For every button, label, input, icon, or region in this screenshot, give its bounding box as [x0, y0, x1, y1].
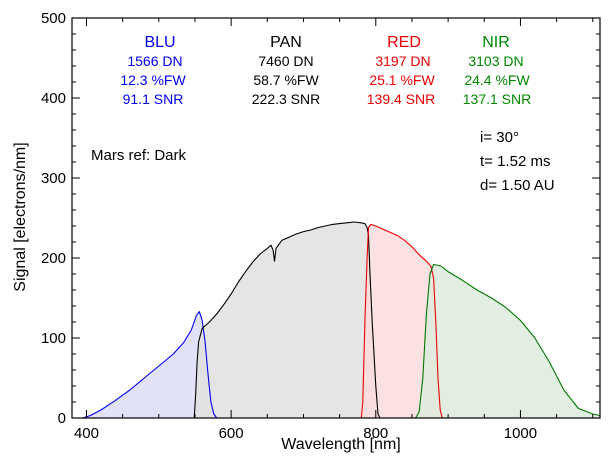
y-tick-label: 0 [58, 410, 66, 427]
series-area-pan [194, 222, 381, 418]
band-dn-pan: 7460 DN [258, 53, 313, 69]
band-name-pan: PAN [270, 34, 302, 51]
plot-frame [71, 17, 601, 419]
y-tick-label: 400 [41, 90, 66, 107]
band-label-red: RED 3197 DN 25.1 %FW 139.4 SNR [367, 34, 436, 107]
series-area-blu [72, 311, 217, 418]
series-area-red [361, 224, 443, 418]
band-name-red: RED [387, 34, 421, 51]
annotation-distance: d= 1.50 AU [480, 177, 555, 194]
band-fw-red: 25.1 %FW [369, 72, 435, 88]
series-line-blu [72, 311, 218, 419]
band-dn-red: 3197 DN [375, 53, 430, 69]
annotation-incidence: i= 30° [480, 129, 519, 146]
x-axis-title: Wavelength [nm] [281, 436, 400, 453]
band-label-pan: PAN 7460 DN 58.7 %FW 222.3 SNR [252, 34, 320, 107]
band-snr-blu: 91.1 SNR [123, 91, 184, 107]
band-snr-nir: 137.1 SNR [463, 91, 531, 107]
band-dn-blu: 1566 DN [127, 53, 182, 69]
axes-layer: 400 600 800 1000 0 100 200 300 400 500 [41, 10, 601, 442]
x-tick-label: 600 [219, 425, 244, 442]
band-name-nir: NIR [482, 34, 510, 51]
series-line-pan [193, 221, 381, 419]
series-area-nir [415, 264, 600, 418]
band-dn-nir: 3103 DN [468, 53, 523, 69]
band-fw-blu: 12.3 %FW [120, 72, 186, 88]
x-tick-label: 400 [74, 425, 99, 442]
x-tick-label: 800 [363, 425, 388, 442]
y-tick-label: 100 [41, 330, 66, 347]
y-tick-label: 200 [41, 250, 66, 267]
series-line-nir [415, 263, 601, 419]
annotation-mars-ref: Mars ref: Dark [91, 147, 187, 164]
series-line-red [360, 223, 443, 419]
band-label-blu: BLU 1566 DN 12.3 %FW 91.1 SNR [120, 34, 186, 107]
series-layer [72, 221, 601, 419]
band-snr-pan: 222.3 SNR [252, 91, 320, 107]
y-tick-label: 500 [41, 10, 66, 27]
annotation-exposure: t= 1.52 ms [480, 153, 550, 170]
y-tick-label: 300 [41, 170, 66, 187]
band-label-nir: NIR 3103 DN 24.4 %FW 137.1 SNR [463, 34, 531, 107]
x-tick-label: 1000 [504, 425, 537, 442]
y-axis-title: Signal [electrons/nm] [12, 142, 29, 291]
band-fw-pan: 58.7 %FW [253, 72, 319, 88]
band-fw-nir: 24.4 %FW [464, 72, 530, 88]
band-snr-red: 139.4 SNR [367, 91, 435, 107]
band-name-blu: BLU [144, 34, 175, 51]
